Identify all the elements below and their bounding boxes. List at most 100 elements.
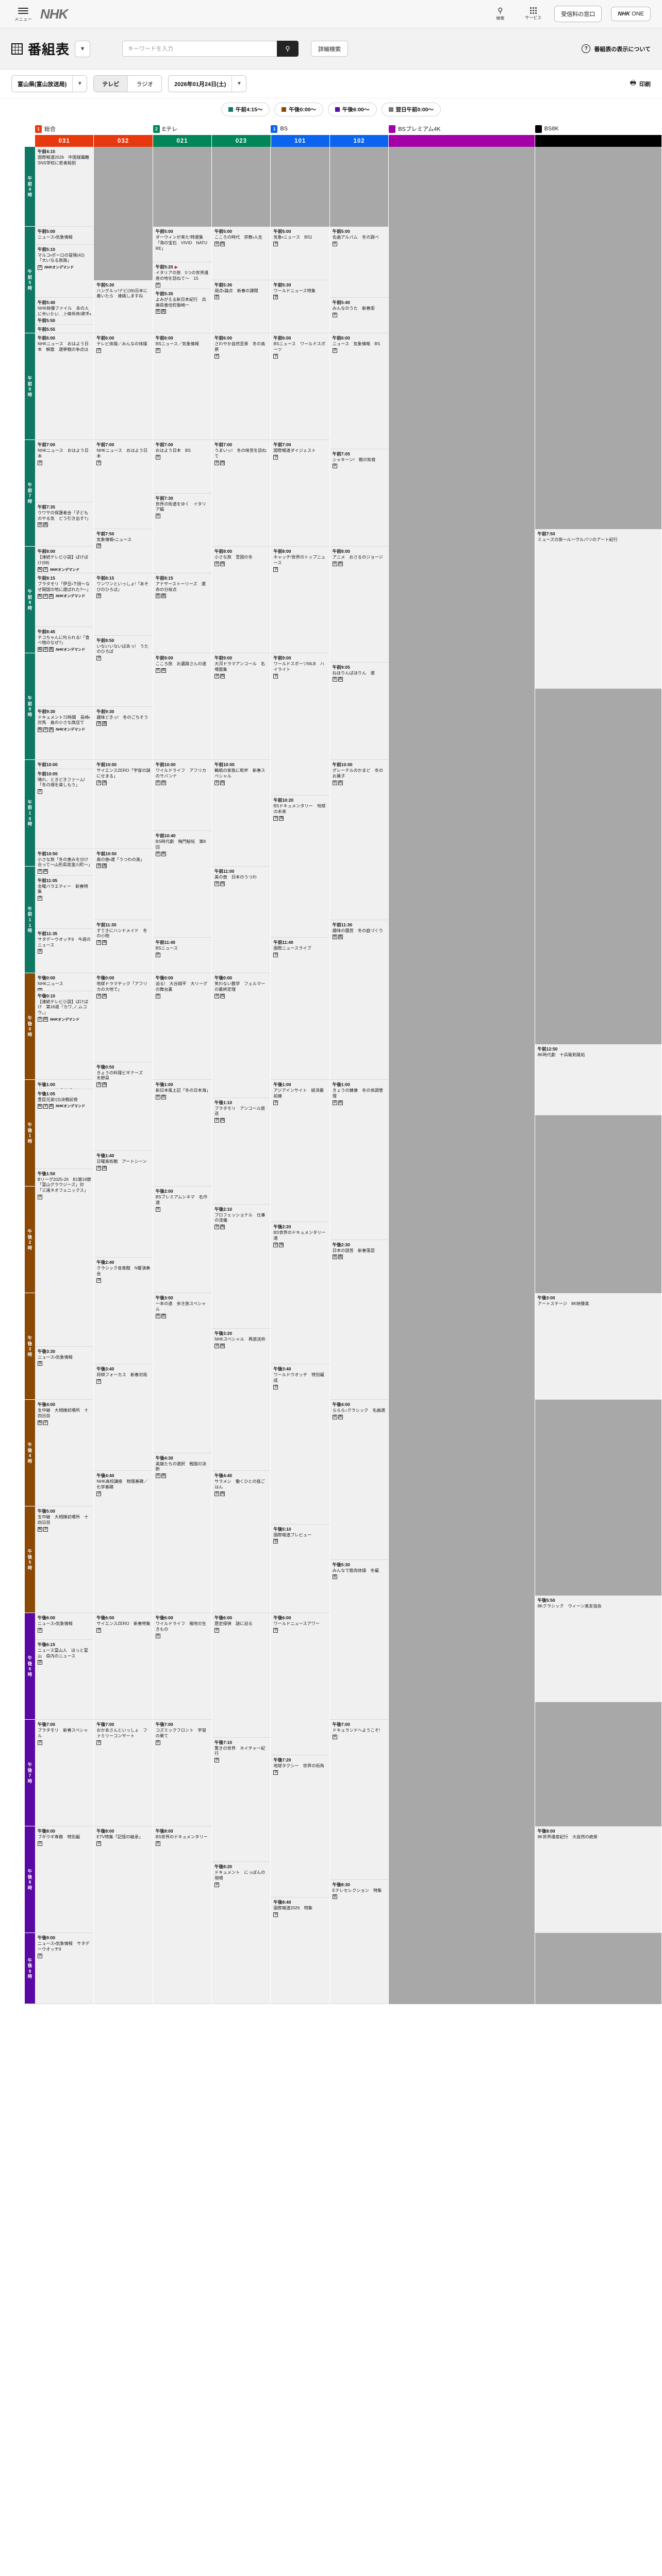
program-cell[interactable]: 午前11:40 国際ニュースライブ字 xyxy=(271,938,329,1080)
fee-window-button[interactable]: 受信料の窓口 xyxy=(554,6,602,22)
program-cell[interactable]: 午後7:00 コズミックフロント 宇宙の果て字 xyxy=(153,1720,212,1827)
program-cell[interactable]: 午前9:30 ドキュメント72時間 長崎・対馬 島の小さな商店で解字再 NHKオンデ… xyxy=(35,706,94,760)
column-header-101[interactable]: 101 xyxy=(271,135,330,147)
channel-legend-item-0[interactable]: 1 総合 xyxy=(35,125,153,133)
program-cell[interactable]: 午後8:00 ETV特集「記憶の継承」字 xyxy=(94,1826,153,2005)
program-cell[interactable]: 午前7:50 ミューズの旅〜ルーヴルパリのアート紀行 xyxy=(535,529,661,689)
program-cell[interactable]: 午前9:00 大河ドラマアンコール 名場面集字再 xyxy=(212,653,271,760)
chevron-down-icon[interactable]: ▼ xyxy=(231,76,246,92)
time-jump-button-3[interactable]: 翌日午前0:00〜 xyxy=(381,103,441,116)
column-header-ch6[interactable] xyxy=(389,135,535,147)
nhk-ondemand-logo[interactable]: NHKオンデマンド xyxy=(56,648,86,652)
program-cell[interactable]: 午前5:35 よみがえる新日本紀行 兵庫県香住町御崎一字再 xyxy=(153,289,212,334)
program-cell[interactable]: 午後6:00 ワイルドライフ 極地の生きもの字 xyxy=(153,1613,212,1720)
program-cell[interactable]: 午後3:00 アートステージ 8K映像美 xyxy=(535,1293,661,1400)
program-cell[interactable]: 午後6:00 歴史探偵 謎に迫る字 xyxy=(212,1613,271,1738)
program-cell[interactable]: 午後6:00 ワールドニュースアワー字 xyxy=(271,1613,329,1756)
program-cell[interactable]: 午後3:40 将棋フォーカス 新春対局字 xyxy=(94,1364,153,1471)
program-cell[interactable]: 午後0:10 【連続テレビ小説】ばけばけ 第16週「カワ,ノ,ムコウ。」字再 NHK… xyxy=(35,991,94,1080)
program-cell[interactable]: 午前7:05 シャキーン! 朝の知育字 xyxy=(329,449,389,547)
program-cell[interactable]: 午後1:05 豊臣兄弟!(3)決戦前夜解字再 NHKオンデマンド xyxy=(35,1089,94,1169)
program-cell[interactable]: 午後2:30 日本の話芸 新春落語字再 xyxy=(329,1240,389,1400)
program-cell[interactable]: 午前8:50 いないいないばあっ! うたのひろば字 xyxy=(94,635,153,707)
channel-legend-item-2[interactable]: 1 BS xyxy=(271,125,389,133)
program-cell[interactable]: 午前7:00 国際報道ダイジェスト字 xyxy=(271,440,329,547)
program-cell[interactable]: 午前11:35 サタデーウオッチ9 今週のニュース字 xyxy=(35,929,94,974)
program-cell[interactable]: 午後0:00 迫る! 大谷翔平 大リーグの舞台裏字 xyxy=(153,973,212,1080)
program-cell[interactable]: 午後2:10 プロフェッショナル 仕事の流儀字再 xyxy=(212,1204,271,1329)
search-button[interactable]: ⚲ 検索 xyxy=(488,7,512,21)
program-cell[interactable]: 午前5:00 ニュース・気象情報 xyxy=(35,227,94,245)
program-cell[interactable]: 午後3:40 ワールドウオッチ 特別編成字 xyxy=(271,1364,329,1524)
nhk-logo[interactable]: NHK xyxy=(40,6,68,22)
program-cell[interactable]: 午後3:30 ニュース・気象情報字 xyxy=(35,1346,94,1400)
program-cell[interactable]: 午前8:15 アナザーストーリーズ 運命の分岐点字再 xyxy=(153,573,212,654)
column-header-102[interactable]: 102 xyxy=(329,135,389,147)
program-cell[interactable]: 午前10:00 サイエンスZERO「宇宙の謎にせまる」字再 xyxy=(94,760,153,849)
program-cell[interactable]: 午後6:00 サイエンスZERO 新春特集字 xyxy=(94,1613,153,1720)
column-header-ch7[interactable] xyxy=(535,135,662,147)
column-header-023[interactable]: 023 xyxy=(212,135,271,147)
program-cell[interactable]: 午前11:05 金曜バラエティー 新春特集字 xyxy=(35,875,94,929)
program-cell[interactable]: 午後8:00 BS世界のドキュメンタリー字 xyxy=(153,1826,212,2005)
program-cell[interactable]: 午前5:30 ワールドニュース特集字 xyxy=(271,280,329,334)
program-cell[interactable]: 午後9:00 ニュース・気象情報 サタデーウオッチ9 字 xyxy=(35,1933,94,2005)
channel-legend-item-4[interactable]: BS8K xyxy=(535,125,662,133)
program-cell[interactable]: 午後7:10 驚きの世界 ネイチャー紀行字 xyxy=(212,1737,271,1862)
program-cell[interactable]: 午後4:40 NHK高校講座 物理基礎／化学基礎字 xyxy=(94,1471,153,1614)
program-cell[interactable]: 午後1:50 Bリーグ2025-26 B1第19節「富山グラウジーズ」対「三遠ネオ… xyxy=(35,1168,94,1347)
program-cell[interactable]: 午前10:40 BS時代劇 鳴門秘帖 第8回字再 xyxy=(153,831,212,938)
program-cell[interactable]: 午前8:00 キャッチ!世界のトップニュース字 xyxy=(271,547,329,654)
program-cell[interactable]: 午前7:00 NHKニュース おはよう日本字 xyxy=(94,440,153,529)
program-cell[interactable]: 午後5:00 生中継 大相撲初場所 十四日目解字 xyxy=(35,1506,94,1614)
program-cell[interactable]: 午前5:55気象情報(東海・北陸) xyxy=(35,325,94,334)
nhk-ondemand-logo[interactable]: NHKオンデマンド xyxy=(44,266,74,270)
program-cell[interactable]: 午後6:00 ニュース・気象情報字 xyxy=(35,1613,94,1640)
search-submit-button[interactable]: ⚲ xyxy=(277,41,299,57)
time-jump-button-1[interactable]: 午後0:00〜 xyxy=(274,103,323,116)
program-cell[interactable]: 午前11:40 BSニュース字 xyxy=(153,938,212,974)
program-cell[interactable]: 午前5:30 ハングルッ!ナビ(39)日本に着いたら 連絡しますね xyxy=(94,280,153,334)
program-cell[interactable]: 午前5:10 マルコ・ポーロの冒険(42)「大いなる旅路」字 NHKオンデマンド xyxy=(35,244,94,298)
program-cell[interactable]: 午前5:20 ▶ イタリアの旅 5つの世界遺産の地を訪ねて〜 15 字 xyxy=(153,262,212,289)
program-cell[interactable]: 午前10:00 鶴瓶の家族に乾杯 新春スペシャル字再 xyxy=(212,760,271,867)
advanced-search-button[interactable]: 詳細検索 xyxy=(311,41,349,57)
program-cell[interactable]: 午前10:00 ワイルドライフ アフリカのサバンナ字再 xyxy=(153,760,212,832)
program-cell[interactable]: 午後1:10 ブラタモリ アンコール放送字再 xyxy=(212,1097,271,1205)
about-schedule-link[interactable]: ? 番組表の表示について xyxy=(582,44,651,53)
program-cell[interactable]: 午後7:00 ブラタモリ 新春スペシャル字 xyxy=(35,1720,94,1827)
program-cell[interactable]: 午後2:40 クラシック音楽館 N響演奏会字 xyxy=(94,1258,153,1365)
tab-radio[interactable]: ラジオ xyxy=(127,76,162,92)
program-cell[interactable]: 午前8:15 ワンワンといっしょ!「あそびのひろば」字 xyxy=(94,573,153,636)
program-cell[interactable]: 午前7:00 おはよう日本 BS 字 xyxy=(153,440,212,494)
program-cell[interactable]: 午前8:00 【連続テレビ小説】ばけばけ(98) 解字 NHKオンデマンド xyxy=(35,547,94,573)
program-cell[interactable]: 午前11:30 すてきにハンドメイド 冬の小物字再 xyxy=(94,920,153,974)
program-cell[interactable]: 午前9:00 こころ旅 お遍路さんの道字再 xyxy=(153,653,212,760)
program-cell[interactable]: 午前10:50 美の壺・選「うつわの美」字再 xyxy=(94,849,153,920)
program-cell[interactable]: 午後3:20 NHKスペシャル 再放送枠字再 xyxy=(212,1329,271,1471)
program-cell[interactable]: 午後1:00 きょうの健康 冬の体調管理字再 xyxy=(329,1080,389,1240)
program-cell[interactable]: 午後7:20 地球タクシー 世界の街角字 xyxy=(271,1755,329,1898)
program-cell[interactable]: 午前5:00 気象・ニュース BS1 字 xyxy=(271,227,329,280)
program-cell[interactable]: 午前8:45 チコちゃんに叱られる!「食べ物のなぜ?」解字再 NHKオンデマンド xyxy=(35,626,94,707)
column-header-031[interactable]: 031 xyxy=(35,135,94,147)
chevron-down-icon[interactable]: ▼ xyxy=(72,76,87,92)
program-cell[interactable]: 午後0:50 きょうの料理ビギナーズ 冬野菜字再 xyxy=(94,1062,153,1151)
program-cell[interactable]: 午前5:40 みんなのうた 新春版字 xyxy=(329,298,389,334)
program-cell[interactable]: 午前6:00 NHKニュース おはよう日本 解散 選挙戦の争点は xyxy=(35,333,94,440)
program-cell[interactable]: 午前4:15 国際報道2026 中国就職難 SNS学校に若者殺到 xyxy=(35,147,94,227)
program-cell[interactable]: 午前7:50 気象情報・ニュース字 xyxy=(94,529,153,573)
nhk-ondemand-logo[interactable]: NHKオンデマンド xyxy=(56,595,86,599)
program-cell[interactable]: 午前10:00ニュース字 xyxy=(35,760,94,769)
program-cell[interactable]: 午後8:40 国際報道2026 特集字 xyxy=(271,1897,329,2005)
program-cell[interactable]: 午前7:00 うまいッ! 冬の味覚を訪ねて字再 xyxy=(212,440,271,547)
program-cell[interactable]: 午後0:00 笑わない数学 フェルマーの最終定理字再 xyxy=(212,973,271,1098)
program-cell[interactable]: 午前7:35 ウワサの保護者会「子どものやる気 どう引き出す?」字再 xyxy=(35,502,94,547)
program-cell[interactable]: 午前10:50 小さな旅「冬の恵みを分け合って〜山形県真室川町〜」字再 xyxy=(35,849,94,876)
program-cell[interactable]: 午前6:00 テレビ体操／みんなの体操字 xyxy=(94,333,153,440)
program-cell[interactable]: 午後5:50 8Kクラシック ウィーン楽友協会 xyxy=(535,1595,661,1702)
program-cell[interactable]: 午後4:00 生中継 大相撲初場所 十四日目解字 xyxy=(35,1400,94,1507)
program-cell[interactable]: 午後4:40 サラメシ 働くひとの昼ごはん字再 xyxy=(212,1471,271,1614)
